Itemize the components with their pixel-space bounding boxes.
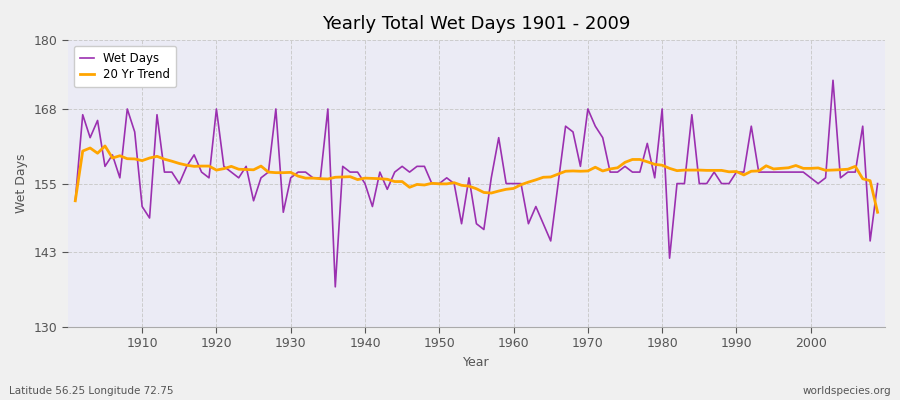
Wet Days bbox=[828, 78, 839, 83]
20 Yr Trend bbox=[70, 198, 81, 203]
Line: Wet Days: Wet Days bbox=[76, 80, 878, 287]
Wet Days bbox=[516, 181, 526, 186]
20 Yr Trend bbox=[508, 186, 519, 191]
20 Yr Trend bbox=[137, 158, 148, 163]
20 Yr Trend bbox=[605, 166, 616, 171]
Wet Days bbox=[345, 170, 356, 174]
Y-axis label: Wet Days: Wet Days bbox=[15, 154, 28, 213]
Wet Days bbox=[130, 130, 140, 134]
Wet Days bbox=[330, 284, 341, 289]
Text: worldspecies.org: worldspecies.org bbox=[803, 386, 891, 396]
X-axis label: Year: Year bbox=[464, 356, 490, 369]
Wet Days bbox=[292, 170, 303, 174]
Wet Days bbox=[508, 181, 519, 186]
Title: Yearly Total Wet Days 1901 - 2009: Yearly Total Wet Days 1901 - 2009 bbox=[322, 15, 631, 33]
Legend: Wet Days, 20 Yr Trend: Wet Days, 20 Yr Trend bbox=[74, 46, 176, 87]
20 Yr Trend bbox=[301, 176, 311, 180]
Wet Days bbox=[70, 198, 81, 203]
Line: 20 Yr Trend: 20 Yr Trend bbox=[76, 146, 878, 212]
20 Yr Trend bbox=[872, 210, 883, 215]
Wet Days bbox=[605, 170, 616, 174]
20 Yr Trend bbox=[516, 182, 526, 187]
Text: Latitude 56.25 Longitude 72.75: Latitude 56.25 Longitude 72.75 bbox=[9, 386, 174, 396]
20 Yr Trend bbox=[100, 144, 111, 148]
Wet Days bbox=[872, 181, 883, 186]
20 Yr Trend bbox=[345, 174, 356, 179]
